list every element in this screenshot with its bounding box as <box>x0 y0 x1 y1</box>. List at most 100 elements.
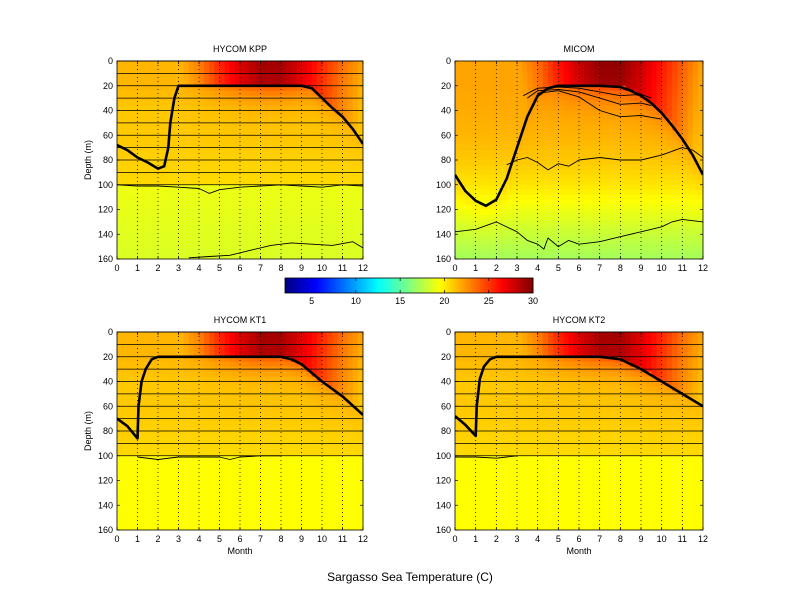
heatmap-cell <box>630 150 637 156</box>
heatmap-cell <box>152 401 159 407</box>
heatmap-cell <box>666 140 673 146</box>
heatmap-cell <box>651 234 658 240</box>
heatmap-cell <box>491 179 497 186</box>
heatmap-cell <box>589 244 596 250</box>
heatmap-cell <box>260 110 267 117</box>
heatmap-cell <box>199 115 205 121</box>
heatmap-cell <box>193 85 200 92</box>
heatmap-cell <box>579 189 585 196</box>
heatmap-cell <box>137 435 144 442</box>
heatmap-cell <box>542 155 549 161</box>
heatmap-cell <box>168 130 174 136</box>
heatmap-cell <box>480 105 487 112</box>
heatmap-cell <box>158 219 164 225</box>
heatmap-cell <box>152 85 159 92</box>
heatmap-cell <box>610 120 616 126</box>
heatmap-cell <box>224 214 231 220</box>
heatmap-cell <box>219 485 226 491</box>
heatmap-cell <box>553 140 559 146</box>
heatmap-cell <box>229 490 236 496</box>
heatmap-cell <box>615 189 621 196</box>
heatmap-cell <box>132 406 139 412</box>
heatmap-cell <box>127 115 133 121</box>
heatmap-cell <box>460 224 466 230</box>
heatmap-cell <box>480 169 487 176</box>
heatmap-cell <box>163 435 169 442</box>
heatmap-cell <box>697 179 703 186</box>
heatmap-cell <box>553 61 559 67</box>
heatmap-cell <box>337 254 344 259</box>
heatmap-cell <box>322 164 328 171</box>
heatmap-cell <box>199 431 205 437</box>
heatmap-cell <box>480 145 487 151</box>
heatmap-cell <box>229 239 236 245</box>
heatmap-cell <box>117 130 123 136</box>
heatmap-cell <box>558 160 565 166</box>
heatmap-cell <box>168 224 174 230</box>
heatmap-cell <box>199 475 205 482</box>
heatmap-cell <box>568 145 575 151</box>
heatmap-cell <box>122 184 128 191</box>
heatmap-cell <box>511 65 518 72</box>
heatmap-cell <box>646 244 652 250</box>
heatmap-cell <box>517 174 523 181</box>
heatmap-cell <box>204 140 210 146</box>
heatmap-cell <box>496 145 503 151</box>
heatmap-cell <box>199 510 205 516</box>
heatmap-cell <box>204 179 210 186</box>
heatmap-cell <box>132 361 139 368</box>
heatmap-cell <box>537 234 544 240</box>
heatmap-cell <box>142 510 149 516</box>
heatmap-cell <box>553 95 559 102</box>
heatmap-cell <box>579 125 585 131</box>
heatmap-cell <box>610 194 616 201</box>
heatmap-cell <box>245 411 251 417</box>
heatmap-cell <box>687 189 694 196</box>
heatmap-cell <box>579 214 585 220</box>
heatmap-cell <box>646 135 652 141</box>
heatmap-cell <box>610 85 616 92</box>
heatmap-cell <box>234 150 241 156</box>
heatmap-cell <box>604 95 611 102</box>
heatmap-cell <box>687 130 694 136</box>
heatmap-cell <box>630 184 637 191</box>
heatmap-cell <box>327 130 333 136</box>
heatmap-cell <box>352 150 359 156</box>
heatmap-cell <box>615 249 621 255</box>
heatmap-cell <box>152 525 159 530</box>
heatmap-cell <box>697 130 703 136</box>
heatmap-cell <box>332 135 338 141</box>
heatmap-cell <box>286 164 292 171</box>
heatmap-cell <box>553 115 559 121</box>
heatmap-cell <box>234 254 241 259</box>
heatmap-cell <box>532 164 539 171</box>
heatmap-cell <box>486 130 492 136</box>
heatmap-cell <box>672 150 678 156</box>
heatmap-cell <box>219 115 226 121</box>
heatmap-cell <box>352 75 359 82</box>
heatmap-cell <box>152 470 159 477</box>
heatmap-cell <box>183 65 190 72</box>
heatmap-cell <box>158 465 164 472</box>
heatmap-cell <box>594 65 601 72</box>
heatmap-cell <box>296 110 303 117</box>
heatmap-cell <box>558 189 565 196</box>
heatmap-cell <box>234 75 241 82</box>
heatmap-cell <box>296 105 303 112</box>
heatmap-cell <box>470 229 477 235</box>
heatmap-cell <box>682 244 689 250</box>
heatmap-cell <box>682 234 689 240</box>
heatmap-cell <box>311 214 318 220</box>
heatmap-cell <box>255 219 262 225</box>
y-tick-label: 160 <box>98 254 113 264</box>
heatmap-cell <box>188 179 195 186</box>
heatmap-cell <box>311 234 318 240</box>
heatmap-cell <box>573 110 580 117</box>
heatmap-cell <box>553 164 559 171</box>
heatmap-cell <box>322 244 328 250</box>
heatmap-cell <box>579 70 585 77</box>
heatmap-cell <box>357 179 363 186</box>
heatmap-cell <box>147 381 154 388</box>
heatmap-cell <box>573 155 580 161</box>
heatmap-cell <box>599 130 606 136</box>
